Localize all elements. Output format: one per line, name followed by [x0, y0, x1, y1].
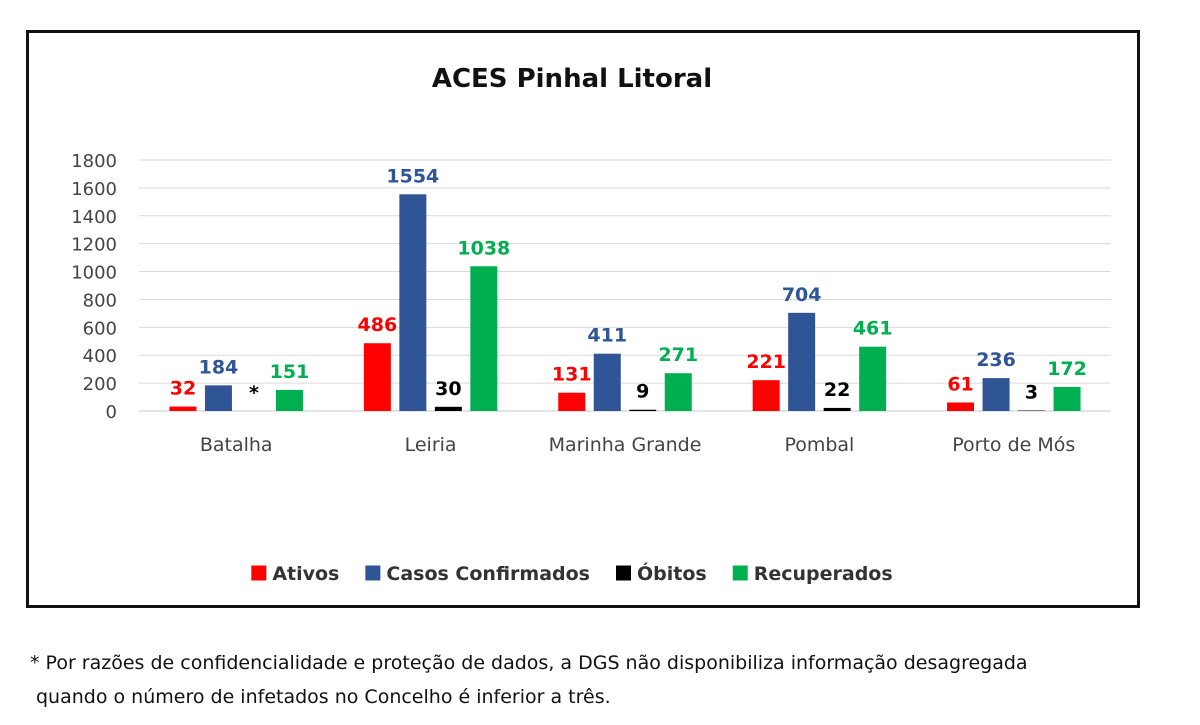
bar-ativos-marinha-grande	[558, 392, 586, 411]
data-label-obitos-pombal: 22	[824, 379, 850, 401]
data-label-ativos-leiria: 486	[358, 314, 398, 336]
legend: Ativos Casos Confirmados Óbitos Recuperados	[251, 561, 893, 585]
bar-casos-confirmados-batalha	[204, 385, 232, 411]
y-tick-label: 400	[83, 346, 117, 367]
bar-recuperados-porto-de-mos	[1053, 387, 1081, 411]
legend-swatch	[616, 565, 632, 581]
bar-recuperados-batalha	[275, 389, 303, 411]
bar-recuperados-pombal	[859, 346, 887, 411]
data-label-casos-confirmados-leiria: 1554	[386, 165, 439, 187]
data-label-ativos-batalha: 32	[170, 378, 196, 400]
x-tick-label-marinha-grande: Marinha Grande	[549, 434, 702, 456]
bar-casos-confirmados-leiria	[399, 194, 427, 411]
data-label-recuperados-batalha: 151	[270, 361, 310, 383]
gridlines	[139, 159, 1111, 412]
y-tick-label: 1000	[71, 263, 117, 284]
data-label-recuperados-pombal: 461	[853, 318, 893, 340]
legend-item-obitos: Óbitos	[616, 561, 707, 585]
y-axis-ticks: 0 200 400 600 800 1000 1200 1400 1600 1800	[71, 151, 117, 423]
legend-swatch	[732, 565, 748, 581]
legend-item-casos-confirmados: Casos Confirmados	[365, 563, 590, 585]
footnote-line-1: * Por razões de confidencialidade e prot…	[30, 652, 1028, 674]
data-label-recuperados-marinha-grande: 271	[658, 344, 698, 366]
legend-label: Recuperados	[754, 563, 893, 585]
data-label-casos-confirmados-pombal: 704	[782, 284, 822, 306]
data-label-obitos-batalha: *	[249, 382, 259, 404]
y-tick-label: 0	[106, 402, 117, 423]
legend-item-ativos: Ativos	[251, 563, 339, 585]
bar-ativos-leiria	[363, 343, 391, 411]
data-label-ativos-pombal: 221	[746, 351, 786, 373]
data-label-ativos-marinha-grande: 131	[552, 364, 592, 386]
x-tick-label-pombal: Pombal	[784, 434, 854, 456]
bars	[169, 194, 1081, 411]
bar-ativos-porto-de-mos	[947, 402, 975, 411]
x-tick-label-batalha: Batalha	[200, 434, 273, 456]
bar-obitos-leiria	[434, 406, 462, 411]
bar-obitos-porto-de-mos	[1018, 410, 1046, 411]
bar-ativos-pombal	[752, 380, 780, 411]
legend-swatch	[251, 565, 267, 581]
chart-frame: ACES Pinhal Litoral 0 200 400 600 800 1000 120…	[26, 30, 1140, 608]
y-tick-label: 1400	[71, 207, 117, 228]
y-tick-label: 800	[83, 290, 117, 311]
chart: ACES Pinhal Litoral 0 200 400 600 800 1000 120…	[71, 64, 1111, 585]
chart-title: ACES Pinhal Litoral	[432, 64, 712, 94]
x-axis-ticks: Batalha Leiria Marinha Grande Pombal Porto d…	[200, 434, 1075, 456]
y-tick-label: 1800	[71, 151, 117, 172]
data-label-recuperados-porto-de-mos: 172	[1047, 358, 1087, 380]
y-tick-label: 1600	[71, 179, 117, 200]
legend-item-recuperados: Recuperados	[732, 563, 893, 585]
y-tick-label: 600	[83, 318, 117, 339]
footnote-line-2: quando o número de infetados no Concelho…	[36, 686, 611, 708]
bar-obitos-marinha-grande	[629, 409, 657, 411]
y-tick-label: 1200	[71, 235, 117, 256]
legend-swatch	[365, 565, 381, 581]
data-label-casos-confirmados-marinha-grande: 411	[587, 325, 627, 347]
bar-casos-confirmados-pombal	[788, 312, 816, 411]
bar-ativos-batalha	[169, 406, 197, 411]
legend-label: Casos Confirmados	[386, 563, 590, 585]
bar-recuperados-leiria	[470, 266, 498, 411]
legend-label: Óbitos	[637, 561, 707, 585]
y-tick-label: 200	[83, 374, 117, 395]
data-label-obitos-marinha-grande: 9	[636, 381, 649, 403]
bar-casos-confirmados-marinha-grande	[593, 353, 621, 411]
data-label-obitos-leiria: 30	[435, 378, 461, 400]
legend-label: Ativos	[272, 563, 339, 585]
x-tick-label-leiria: Leiria	[405, 434, 457, 456]
data-label-recuperados-leiria: 1038	[457, 237, 510, 259]
data-label-obitos-porto-de-mos: 3	[1025, 382, 1038, 404]
data-label-casos-confirmados-batalha: 184	[199, 356, 239, 378]
data-label-casos-confirmados-porto-de-mos: 236	[976, 349, 1016, 371]
x-tick-label-porto-de-mos: Porto de Mós	[952, 434, 1075, 456]
data-label-ativos-porto-de-mos: 61	[947, 373, 973, 395]
bar-casos-confirmados-porto-de-mos	[982, 378, 1010, 411]
bar-obitos-pombal	[823, 407, 851, 411]
bar-recuperados-marinha-grande	[664, 373, 692, 411]
